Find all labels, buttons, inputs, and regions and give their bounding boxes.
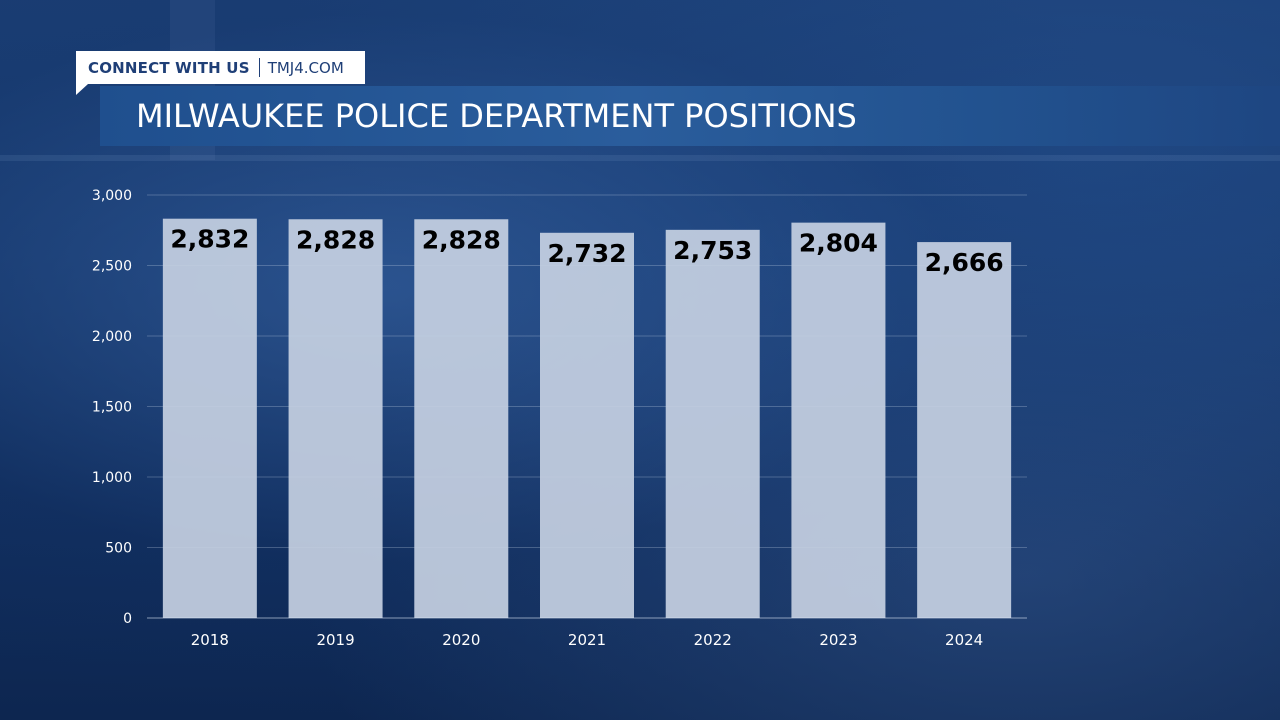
y-tick-label: 2,500 (92, 259, 132, 275)
bar-value-label: 2,732 (547, 239, 626, 268)
y-tick-label: 1,500 (92, 400, 132, 416)
bar (665, 229, 760, 618)
bar-value-label: 2,804 (799, 229, 878, 258)
x-tick-label: 2022 (694, 631, 732, 649)
bar (791, 222, 886, 619)
y-tick-label: 2,000 (92, 329, 132, 345)
y-tick-label: 500 (105, 541, 132, 557)
connect-banner: CONNECT WITH US TMJ4.COM (76, 51, 365, 95)
y-tick-label: 3,000 (92, 188, 132, 204)
y-tick-label: 1,000 (92, 470, 132, 486)
connect-label: CONNECT WITH US (88, 58, 250, 77)
bar (162, 218, 257, 619)
bars: 2,832 2,828 2,828 2,732 2,753 2,804 2,666 (162, 218, 1012, 619)
x-tick-label: 2018 (191, 631, 229, 649)
x-tick-label: 2024 (945, 631, 983, 649)
chart-title: MILWAUKEE POLICE DEPARTMENT POSITIONS (136, 97, 857, 135)
bar-value-label: 2,828 (422, 225, 501, 254)
bar (540, 232, 634, 618)
bar-value-label: 2,666 (925, 248, 1004, 277)
bar (414, 219, 509, 618)
bar-value-label: 2,828 (296, 225, 375, 254)
bar (288, 219, 383, 618)
y-tick-label: 0 (123, 611, 132, 627)
connect-url: TMJ4.COM (267, 58, 344, 77)
bar (917, 242, 1012, 618)
connect-separator (258, 58, 260, 77)
bar-value-label: 2,753 (673, 236, 752, 265)
bar-value-label: 2,832 (170, 225, 249, 254)
title-bar: MILWAUKEE POLICE DEPARTMENT POSITIONS (100, 86, 1280, 146)
x-tick-label: 2019 (316, 631, 354, 649)
x-tick-label: 2021 (568, 631, 606, 649)
axes: 0 500 1,000 1,500 2,000 2,500 3,000 2018 2019 202… (92, 188, 1027, 649)
x-tick-label: 2023 (819, 631, 857, 649)
x-tick-label: 2020 (442, 631, 480, 649)
